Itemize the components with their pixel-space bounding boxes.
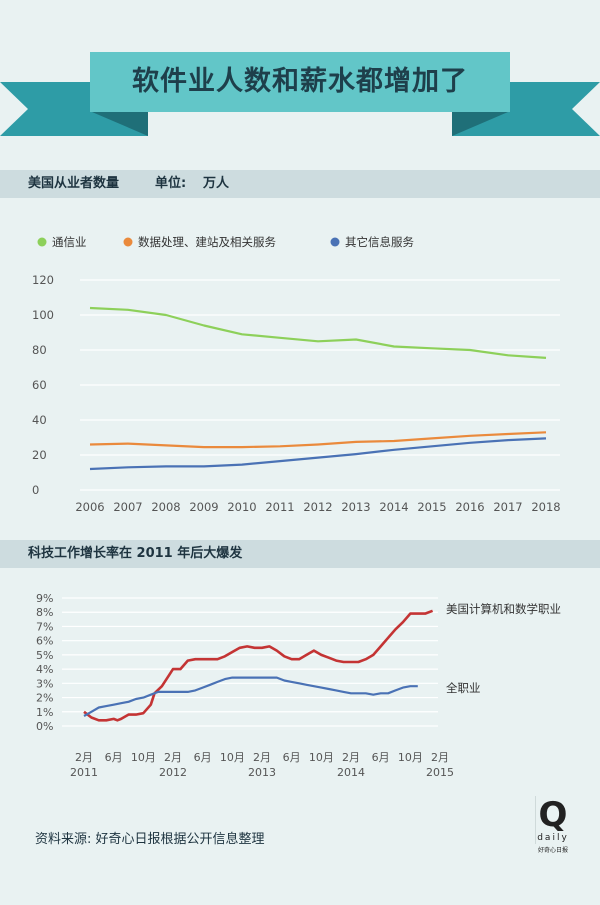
- logo-sub: 好奇心日报: [538, 846, 568, 854]
- x-tick-label: 10月: [398, 751, 423, 764]
- series-line: [83, 609, 434, 722]
- series-label: 全职业: [446, 681, 481, 695]
- x-tick-label: 2006: [75, 500, 104, 514]
- x-tick-label: 2007: [113, 500, 142, 514]
- x-tick-label: 2月: [75, 751, 93, 764]
- section-title: 科技工作增长率在 2011 年后大爆发: [28, 546, 243, 561]
- ribbon-left-fold: [92, 112, 148, 136]
- page-title: 软件业人数和薪水都增加了: [132, 66, 468, 97]
- x-tick-label: 2014: [379, 500, 408, 514]
- y-tick-label: 5%: [36, 649, 53, 662]
- x-tick-label: 2012: [303, 500, 332, 514]
- x-tick-year-label: 2014: [337, 766, 365, 779]
- y-tick-label: 6%: [36, 635, 53, 648]
- x-tick-label: 2月: [431, 751, 449, 764]
- x-tick-year-label: 2011: [70, 766, 98, 779]
- x-tick-label: 6月: [105, 751, 123, 764]
- y-tick-label: 8%: [36, 606, 53, 619]
- x-tick-label: 2月: [342, 751, 360, 764]
- legend-marker: [37, 237, 47, 247]
- employment-line-chart: 通信业 数据处理、建站及相关服务 其它信息服务 0 20 40 60 80 100 120 2006…: [32, 235, 561, 514]
- x-tick-label: 6月: [283, 751, 301, 764]
- legend-label: 通信业: [52, 235, 87, 249]
- legend-marker: [330, 237, 340, 247]
- y-tick-label: 1%: [36, 706, 53, 719]
- series-line: [89, 437, 547, 471]
- section-header-growth: 科技工作增长率在 2011 年后大爆发: [0, 540, 600, 568]
- qdaily-logo: Q daily 好奇心日报: [535, 795, 569, 854]
- legend-marker: [123, 237, 133, 247]
- y-tick-label: 60: [32, 378, 47, 392]
- y-tick-label: 80: [32, 343, 47, 357]
- logo-divider: [535, 796, 536, 844]
- x-tick-label: 2016: [455, 500, 484, 514]
- x-tick-label: 2018: [531, 500, 560, 514]
- y-tick-label: 40: [32, 413, 47, 427]
- x-tick-label: 2010: [227, 500, 256, 514]
- series-line: [89, 431, 547, 449]
- x-tick-label: 2013: [341, 500, 370, 514]
- section-header-employment: 美国从业者数量 单位: 万人: [0, 170, 600, 198]
- y-tick-label: 0: [32, 483, 39, 497]
- x-tick-label: 10月: [309, 751, 334, 764]
- unit-value: 万人: [203, 176, 230, 191]
- x-tick-label: 6月: [194, 751, 212, 764]
- y-tick-label: 9%: [36, 592, 53, 605]
- x-tick-label: 10月: [131, 751, 156, 764]
- legend-label: 其它信息服务: [345, 235, 414, 249]
- y-tick-label: 100: [32, 308, 54, 322]
- y-tick-label: 0%: [36, 720, 53, 733]
- x-tick-year-label: 2013: [248, 766, 276, 779]
- title-banner: [0, 52, 600, 136]
- y-tick-label: 120: [32, 273, 54, 287]
- source-note: 资料来源: 好奇心日报根据公开信息整理: [35, 832, 265, 847]
- x-tick-label: 2009: [189, 500, 218, 514]
- y-tick-label: 4%: [36, 663, 53, 676]
- x-tick-year-label: 2012: [159, 766, 187, 779]
- y-tick-label: 20: [32, 448, 47, 462]
- series-label: 美国计算机和数学职业: [446, 602, 561, 616]
- y-tick-label: 2%: [36, 692, 53, 705]
- ribbon-right-fold: [452, 112, 508, 136]
- legend-label: 数据处理、建站及相关服务: [138, 235, 276, 249]
- x-tick-label: 10月: [220, 751, 245, 764]
- logo-letter: Q: [539, 795, 568, 835]
- logo-word: daily: [537, 833, 569, 843]
- x-tick-year-label: 2015: [426, 766, 454, 779]
- y-tick-label: 3%: [36, 677, 53, 690]
- series-line: [83, 676, 418, 717]
- unit-label: 单位:: [155, 176, 187, 191]
- x-tick-label: 2008: [151, 500, 180, 514]
- section-title: 美国从业者数量: [28, 176, 120, 191]
- x-tick-label: 2月: [253, 751, 271, 764]
- growth-line-chart: 0%1%2% 3%4%5%6% 7%8%9% 2月 2011 6月 10月 2月 2012 6月 1…: [36, 592, 561, 779]
- series-line: [89, 306, 547, 359]
- x-tick-label: 6月: [372, 751, 390, 764]
- y-tick-label: 7%: [36, 620, 53, 633]
- x-tick-label: 2月: [164, 751, 182, 764]
- x-tick-label: 2017: [493, 500, 522, 514]
- x-tick-label: 2015: [417, 500, 446, 514]
- x-tick-label: 2011: [265, 500, 294, 514]
- ribbon-main: [90, 52, 510, 112]
